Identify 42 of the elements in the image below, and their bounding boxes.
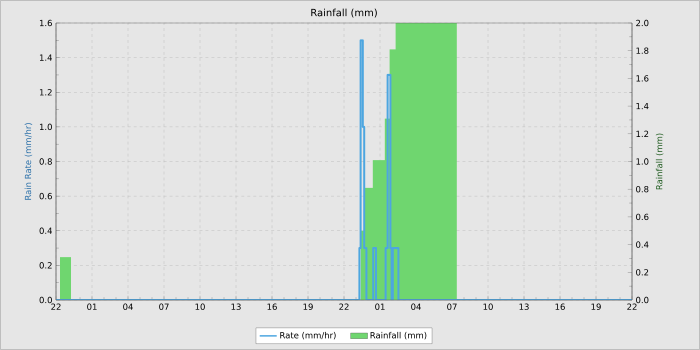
y-axis-title: Rain Rate (mm/hr)	[24, 123, 32, 200]
y-tick-label: 1.2	[40, 89, 52, 96]
x-tick-label: 16	[268, 304, 277, 310]
x-tick-label: 22	[51, 304, 61, 310]
x-tick-label: 13	[232, 304, 241, 310]
x-tick-label: 16	[556, 304, 565, 310]
y-tick-label: 0.0	[40, 296, 52, 304]
legend-label: Rainfall (mm)	[370, 332, 426, 340]
y2-tick-label: 0.4	[636, 241, 649, 248]
y2-tick-label: 1.0	[636, 158, 648, 165]
x-tick-label: 01	[375, 304, 385, 310]
y2-tick-label: 1.8	[636, 48, 648, 54]
y-tick-label: 0.8	[40, 158, 52, 165]
chart-title: Rainfall (mm)	[311, 8, 377, 18]
y-tick-label: 0.4	[40, 228, 52, 234]
y-tick-label: 1.4	[40, 54, 52, 61]
y2-tick-label: 1.2	[636, 130, 648, 137]
x-tick-label: 19	[592, 304, 601, 310]
x-tick-label: 22	[339, 304, 349, 310]
legend-label: Rate (mm/hr)	[280, 332, 336, 340]
x-tick-label: 22	[627, 304, 637, 310]
x-tick-label: 10	[196, 304, 205, 310]
y2-tick-label: 0.0	[636, 296, 648, 304]
y-tick-label: 0.2	[40, 262, 52, 269]
x-tick-label: 07	[447, 304, 457, 310]
x-tick-label: 07	[159, 304, 169, 310]
y2-axis-title: Rainfall (mm)	[656, 134, 664, 190]
y2-tick-label: 1.6	[636, 75, 648, 82]
y-tick-label: 1.0	[40, 124, 52, 130]
y2-tick-label: 0.2	[636, 269, 648, 276]
x-tick-label: 04	[123, 304, 133, 310]
y2-tick-label: 1.4	[636, 103, 649, 110]
x-tick-label: 13	[520, 304, 529, 310]
x-tick-label: 10	[484, 304, 493, 310]
y-tick-label: 1.6	[40, 20, 52, 26]
y-tick-label: 0.6	[40, 192, 52, 200]
y2-tick-label: 0.6	[636, 214, 648, 220]
x-tick-label: 04	[411, 304, 421, 310]
x-tick-label: 19	[304, 304, 313, 310]
y2-tick-label: 2.0	[636, 20, 648, 26]
y2-tick-label: 0.8	[636, 186, 648, 192]
x-tick-label: 01	[87, 304, 97, 310]
